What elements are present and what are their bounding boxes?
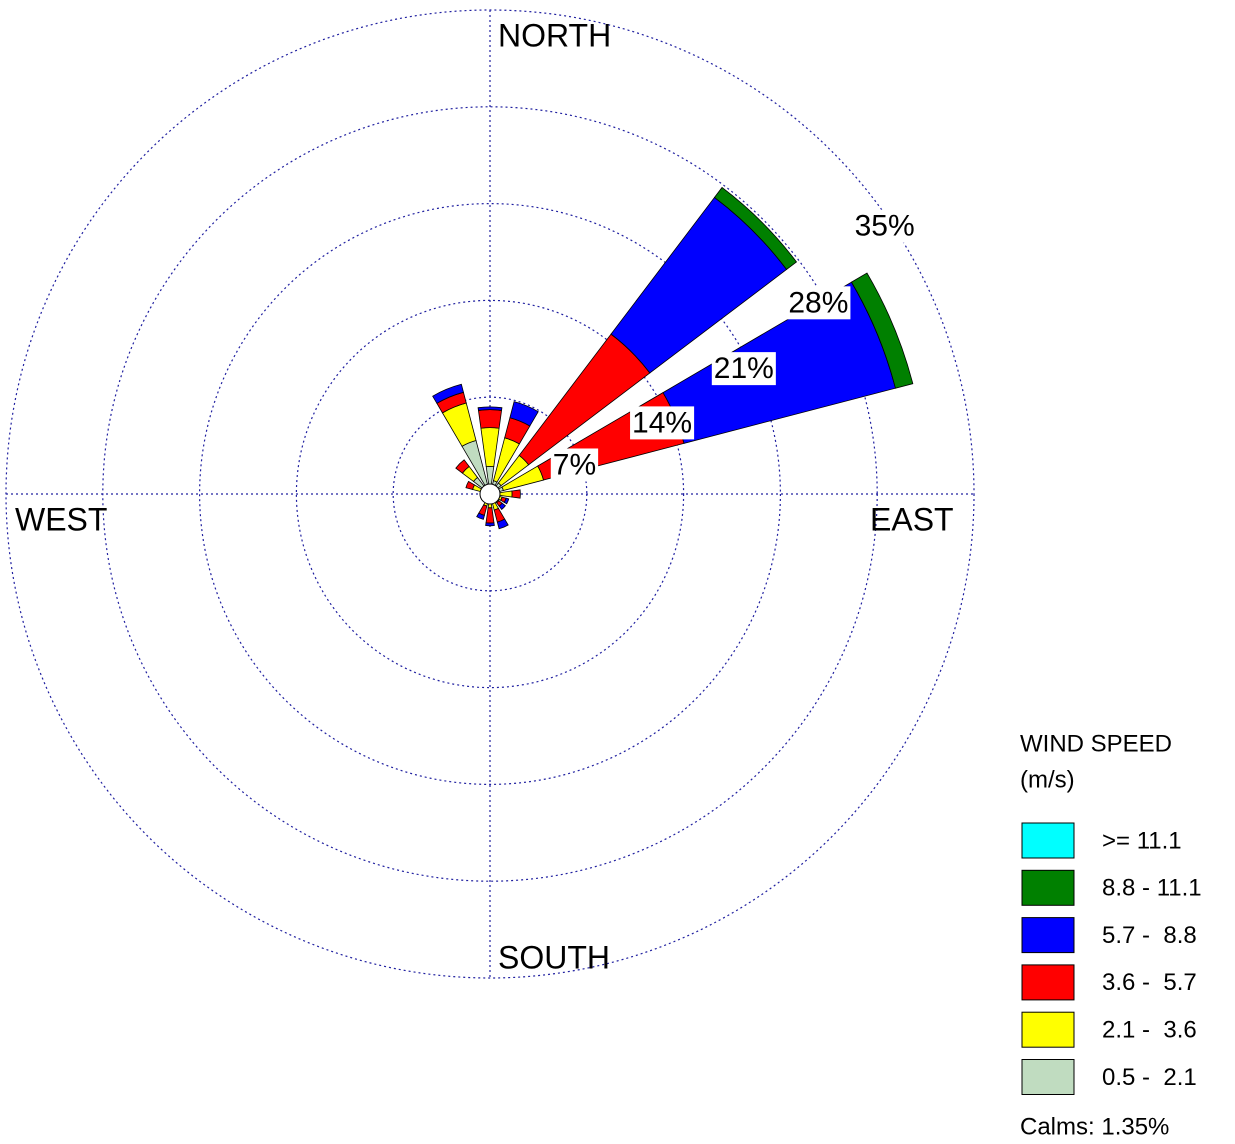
petal-segment	[477, 406, 503, 411]
petal-segment	[477, 409, 503, 429]
legend-label: 3.6 - 5.7	[1102, 969, 1197, 996]
legend-swatch	[1021, 1059, 1075, 1095]
petal-segment	[850, 272, 914, 389]
petal-segment	[465, 480, 476, 490]
south-label: SOUTH	[498, 939, 610, 975]
petal-segment	[496, 518, 509, 530]
petals	[432, 186, 914, 530]
legend-title: (m/s)	[1020, 766, 1075, 793]
grid-ring	[199, 203, 781, 785]
ring-label: 35%	[855, 210, 915, 243]
grid-ring	[392, 396, 588, 592]
legend-swatch	[1021, 1011, 1075, 1048]
petal-segment	[511, 489, 521, 499]
north-label: NORTH	[498, 17, 611, 53]
grid	[5, 9, 975, 979]
legend-label: >= 11.1	[1102, 827, 1182, 854]
ring-label-bg	[852, 209, 917, 243]
petal-segment	[485, 522, 495, 527]
petal-segment	[503, 497, 510, 505]
ring-label: 21%	[714, 352, 774, 385]
ring-label-bg	[711, 352, 776, 386]
grid-ring	[5, 9, 975, 979]
calms-circle	[479, 483, 501, 505]
labels: NORTH EAST SOUTH WEST 7% 14% 21% 28% 35%	[15, 17, 954, 975]
legend-swatch	[1021, 869, 1075, 906]
petal-segment	[498, 502, 506, 510]
legend-label: 0.5 - 2.1	[1102, 1064, 1197, 1091]
legend-label: 5.7 - 8.8	[1102, 922, 1197, 949]
petal-segment	[509, 401, 539, 427]
ring-label: 28%	[788, 286, 848, 319]
petal-segment	[480, 427, 500, 468]
ring-label-bg	[630, 406, 695, 440]
petal-segment	[476, 512, 485, 520]
ring-label-bg	[550, 448, 599, 482]
legend-swatch	[1021, 964, 1075, 1001]
legend-label: 2.1 - 3.6	[1102, 1017, 1197, 1044]
petal-segment	[432, 383, 464, 404]
ring-label: 14%	[632, 406, 692, 439]
petal-segment	[455, 459, 470, 474]
legend-label: 8.8 - 11.1	[1102, 875, 1202, 902]
ring-label: 7%	[553, 448, 596, 481]
legend-title: WIND SPEED	[1020, 730, 1172, 757]
legend-swatch	[1021, 822, 1075, 859]
legend-swatch	[1021, 917, 1075, 954]
grid-ring	[102, 106, 878, 882]
petal-segment	[485, 507, 495, 524]
petal-segment	[713, 186, 798, 271]
ring-label-bg	[786, 286, 851, 320]
west-label: WEST	[15, 501, 107, 537]
grid-ring	[295, 299, 685, 689]
east-label: EAST	[870, 501, 954, 537]
legend: WIND SPEED (m/s) Calms: 1.35% >= 11.1 8.8…	[1020, 730, 1202, 1140]
calms-label: Calms: 1.35%	[1020, 1113, 1169, 1140]
